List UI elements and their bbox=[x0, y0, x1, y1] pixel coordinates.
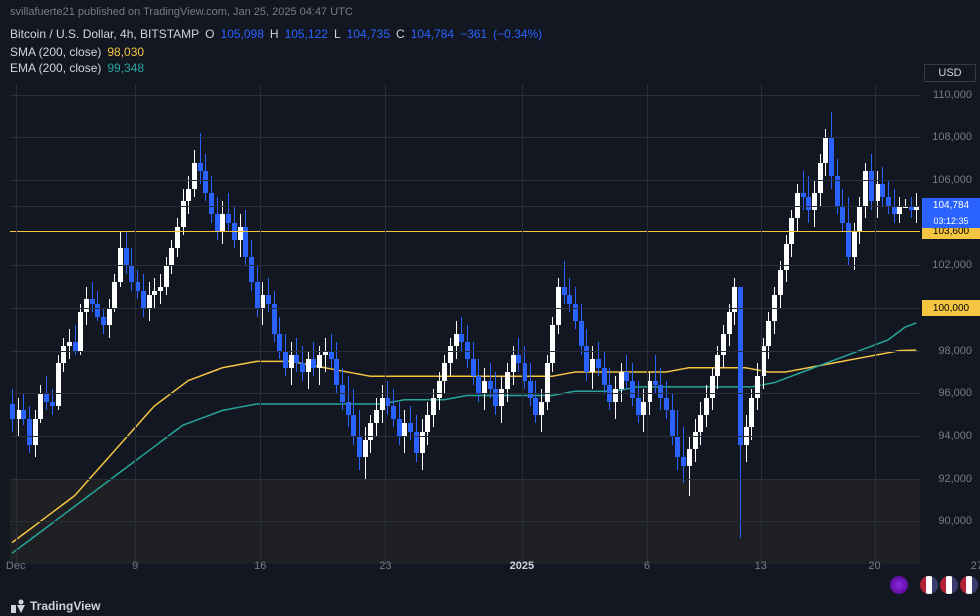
symbol-info-row: Bitcoin / U.S. Dollar, 4h, BITSTAMP O 10… bbox=[0, 24, 980, 44]
flag-icon bbox=[920, 576, 938, 594]
sma-label[interactable]: SMA (200, close) bbox=[10, 45, 101, 59]
publisher-bar: svillafuerte21 published on TradingView.… bbox=[0, 0, 980, 24]
currency-button[interactable]: USD bbox=[924, 64, 976, 82]
ohlc-c-value: 104,784 bbox=[411, 27, 454, 41]
publisher-text: svillafuerte21 published on TradingView.… bbox=[10, 6, 353, 18]
badges bbox=[890, 576, 978, 594]
x-tick-label: 9 bbox=[132, 560, 138, 572]
y-tick-label: 92,000 bbox=[938, 473, 972, 485]
y-axis[interactable]: 90,000 92,000 94,000 96,000 98,000 100,000 102… bbox=[920, 84, 980, 564]
y-tick-label: 108,000 bbox=[932, 131, 972, 143]
change-pct: (−0.34%) bbox=[493, 27, 542, 41]
price-level-tag[interactable]: 100,000 bbox=[922, 300, 980, 316]
current-price-tag: 104,784 bbox=[922, 198, 980, 214]
x-tick-label: 6 bbox=[644, 560, 650, 572]
symbol-name[interactable]: Bitcoin / U.S. Dollar, 4h, BITSTAMP bbox=[10, 27, 199, 41]
ohlc-l-value: 104,735 bbox=[347, 27, 390, 41]
y-tick-label: 96,000 bbox=[938, 387, 972, 399]
x-tick-label: 13 bbox=[755, 560, 767, 572]
sma-value: 98,030 bbox=[107, 45, 144, 59]
x-tick-label: 16 bbox=[254, 560, 266, 572]
flag-icon bbox=[940, 576, 958, 594]
ohlc-l-label: L bbox=[334, 27, 341, 41]
countdown-timer: 03:12:35 bbox=[922, 214, 980, 228]
x-tick-label: 23 bbox=[379, 560, 391, 572]
tv-text: TradingView bbox=[30, 599, 100, 613]
y-tick-label: 106,000 bbox=[932, 174, 972, 186]
change-value: −361 bbox=[460, 27, 487, 41]
ohlc-o-label: O bbox=[205, 27, 214, 41]
lightning-icon[interactable] bbox=[890, 576, 908, 594]
ohlc-c-label: C bbox=[396, 27, 405, 41]
x-tick-label: 27 bbox=[971, 560, 980, 572]
ohlc-h-value: 105,122 bbox=[285, 27, 328, 41]
x-tick-label: Dec bbox=[6, 560, 26, 572]
ohlc-o-value: 105,098 bbox=[221, 27, 264, 41]
flag-icon bbox=[960, 576, 978, 594]
y-tick-label: 98,000 bbox=[938, 345, 972, 357]
y-tick-label: 90,000 bbox=[938, 515, 972, 527]
y-tick-label: 102,000 bbox=[932, 259, 972, 271]
x-tick-label: 2025 bbox=[510, 560, 534, 572]
y-tick-label: 94,000 bbox=[938, 430, 972, 442]
tv-icon bbox=[10, 598, 26, 614]
sma-row: SMA (200, close) 98,030 bbox=[0, 44, 980, 60]
ohlc-h-label: H bbox=[270, 27, 279, 41]
y-tick-label: 110,000 bbox=[933, 89, 972, 101]
x-tick-label: 20 bbox=[868, 560, 880, 572]
price-chart[interactable] bbox=[10, 84, 920, 564]
tradingview-logo[interactable]: TradingView bbox=[10, 598, 100, 614]
chart-container: USD 90,000 92,000 94,000 96,000 98,000 100,00… bbox=[0, 64, 980, 596]
x-axis[interactable]: Dec9162320256132027 bbox=[10, 558, 920, 578]
